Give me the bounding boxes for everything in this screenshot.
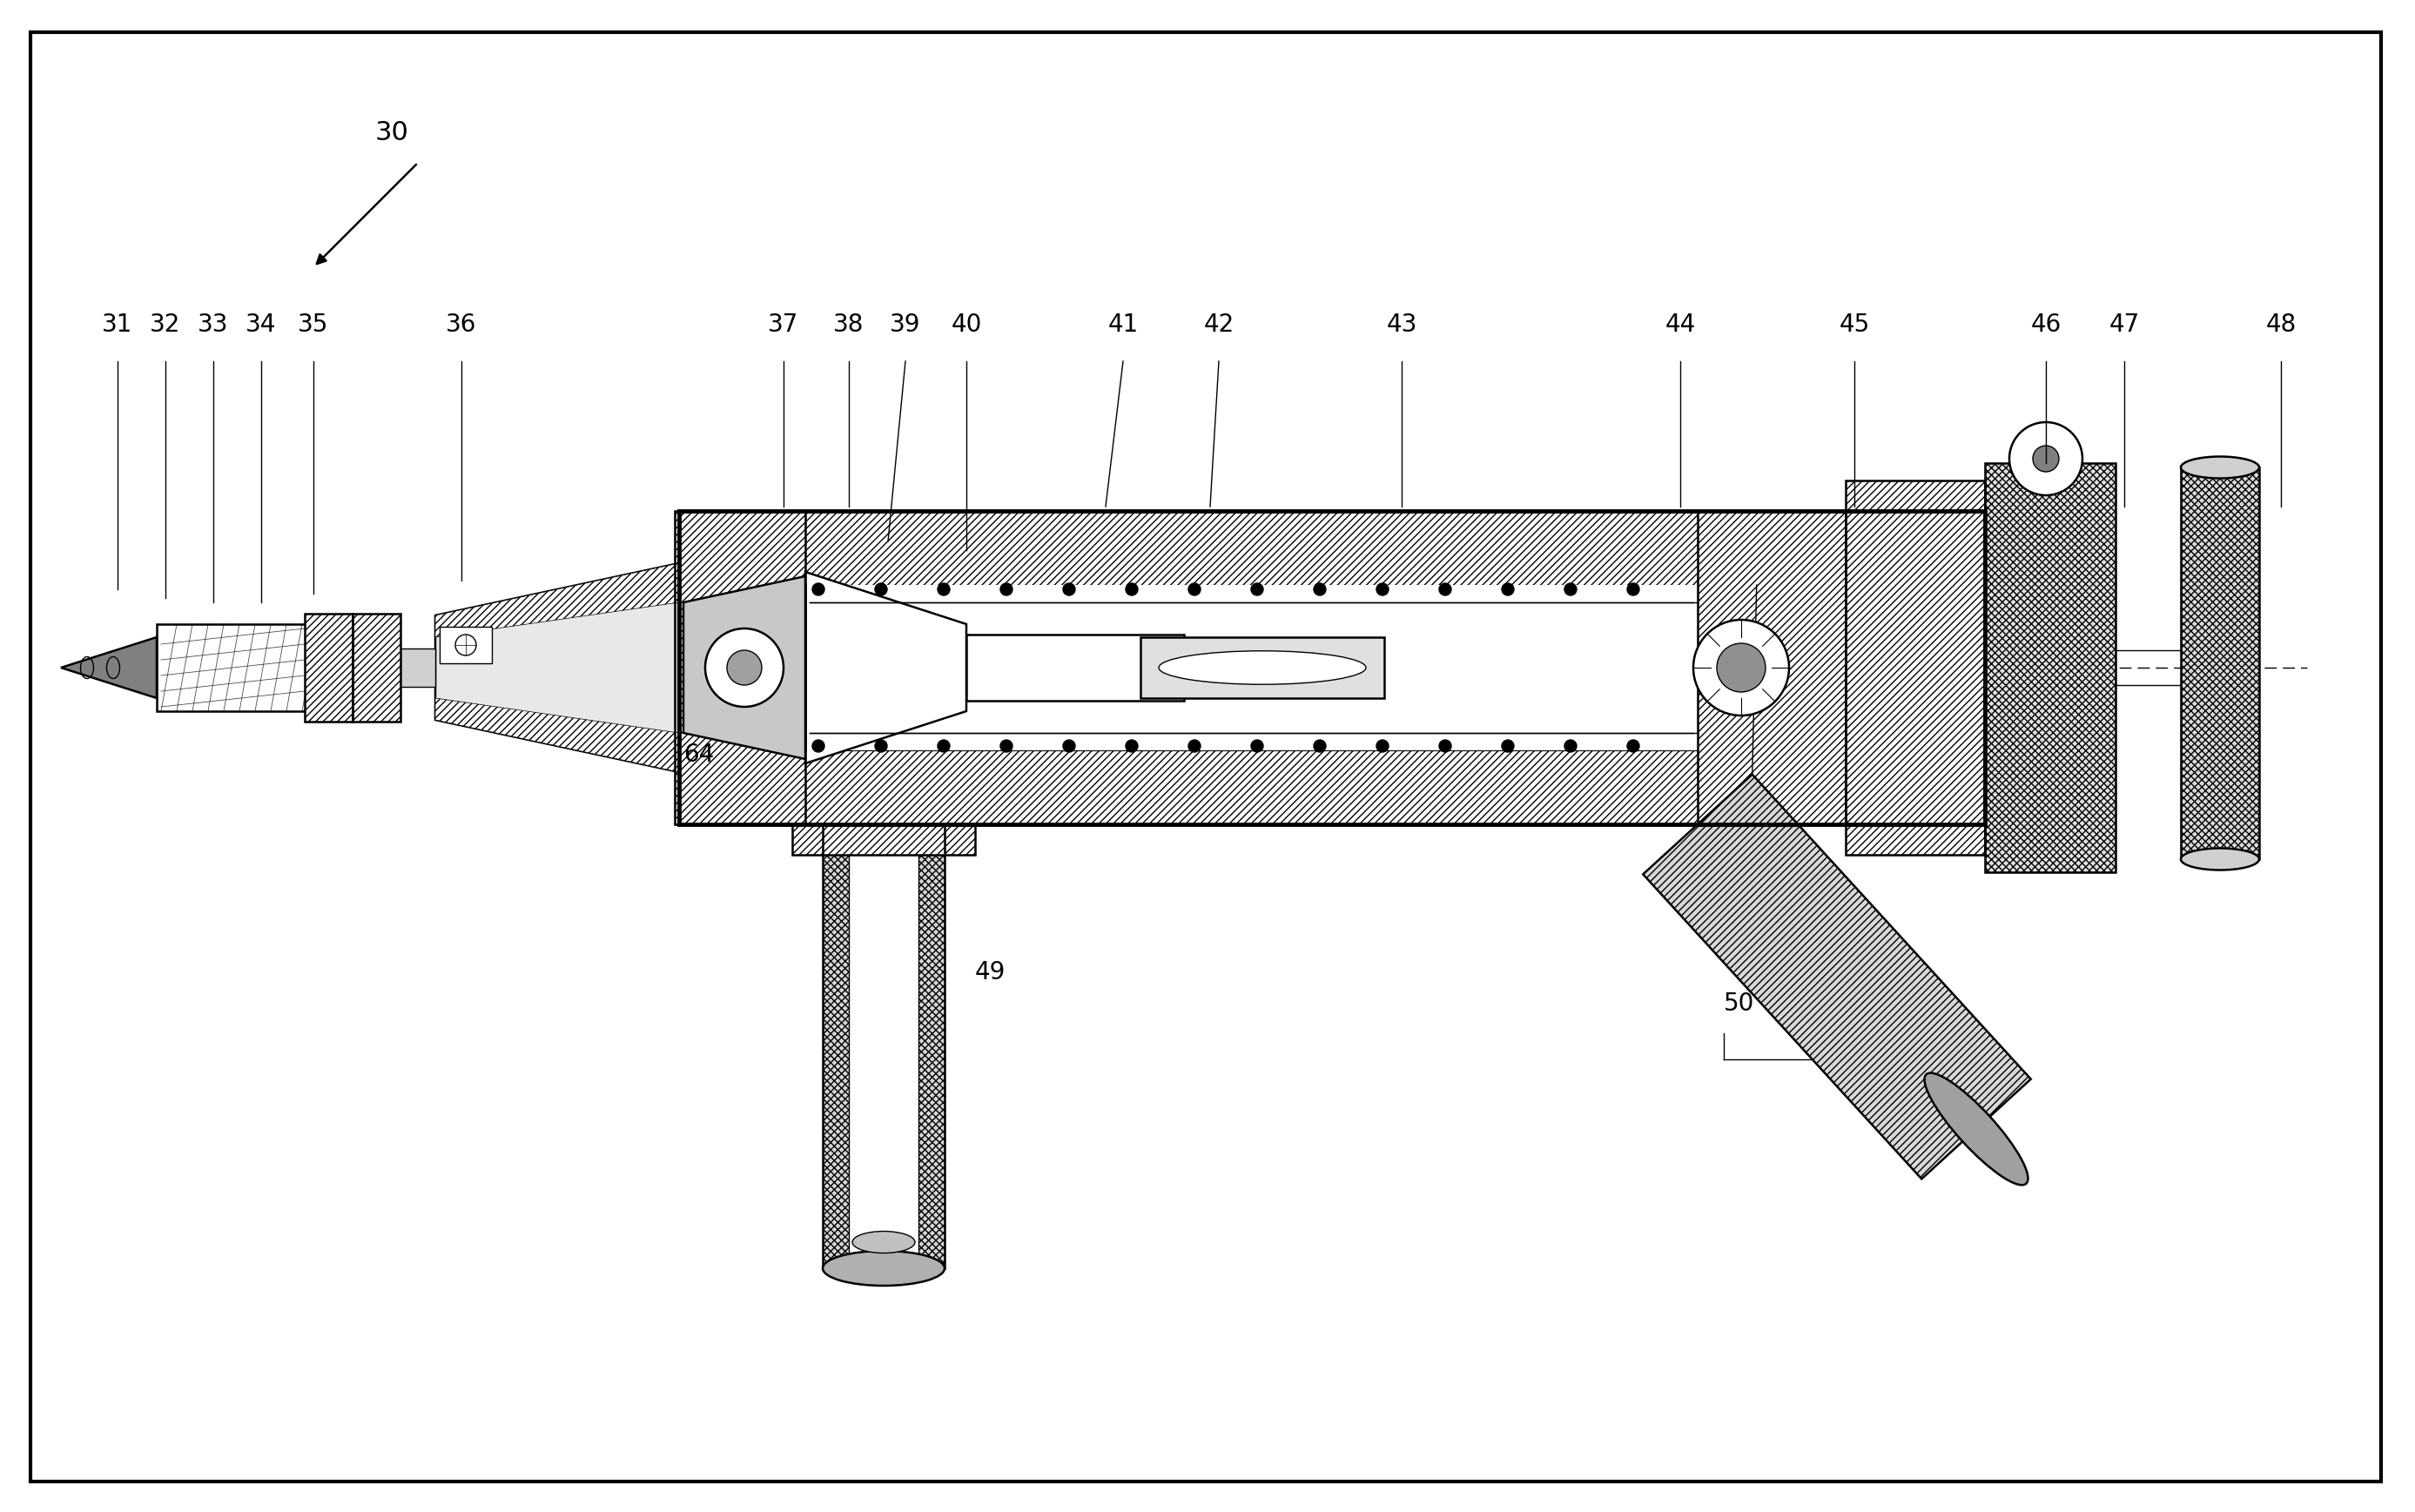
Bar [674, 511, 804, 824]
Bar [1985, 463, 2116, 872]
Circle shape [811, 739, 824, 751]
Text: 46: 46 [2031, 313, 2062, 337]
Text: 39: 39 [891, 313, 920, 337]
Bar [1140, 637, 1384, 699]
Bar [353, 614, 401, 721]
Bar [1845, 481, 1985, 854]
Bar [244, 649, 435, 686]
Ellipse shape [852, 1231, 915, 1253]
Bar [2181, 467, 2258, 859]
Polygon shape [1642, 774, 2031, 1179]
Bar [304, 614, 353, 721]
Bar [1698, 511, 1845, 824]
Ellipse shape [1159, 650, 1367, 685]
Circle shape [1717, 643, 1765, 692]
Text: 49: 49 [976, 960, 1007, 984]
Text: 38: 38 [833, 313, 865, 337]
Text: 31: 31 [101, 313, 133, 337]
Circle shape [1439, 739, 1451, 751]
Bar [679, 511, 1985, 585]
Polygon shape [683, 576, 804, 759]
Text: 32: 32 [150, 313, 181, 337]
Text: 47: 47 [2108, 313, 2140, 337]
Circle shape [1502, 584, 1514, 596]
Polygon shape [60, 637, 157, 699]
Circle shape [1502, 739, 1514, 751]
Circle shape [874, 739, 886, 751]
Text: 34: 34 [246, 313, 278, 337]
Circle shape [1188, 584, 1200, 596]
Bar [2181, 467, 2258, 859]
Circle shape [1314, 739, 1326, 751]
Bar [848, 829, 918, 1255]
Circle shape [1063, 739, 1075, 751]
Circle shape [1063, 584, 1075, 596]
Circle shape [1693, 620, 1790, 715]
Text: 45: 45 [1838, 313, 1869, 337]
Text: 40: 40 [952, 313, 983, 337]
Polygon shape [804, 572, 966, 764]
Bar [679, 750, 1985, 824]
Circle shape [1314, 584, 1326, 596]
Circle shape [1565, 739, 1577, 751]
Text: 43: 43 [1386, 313, 1418, 337]
Circle shape [1377, 584, 1389, 596]
Circle shape [1251, 739, 1263, 751]
Text: 64: 64 [683, 742, 715, 767]
Ellipse shape [2181, 848, 2258, 869]
Text: 41: 41 [1108, 313, 1137, 337]
Circle shape [727, 650, 761, 685]
Circle shape [2033, 446, 2060, 472]
Text: 37: 37 [768, 313, 799, 337]
Bar [792, 824, 976, 854]
Text: 35: 35 [297, 313, 328, 337]
Circle shape [456, 635, 476, 656]
Circle shape [1125, 584, 1137, 596]
Bar [1845, 481, 1985, 854]
Text: 50: 50 [1724, 992, 1756, 1016]
Polygon shape [435, 562, 679, 637]
Circle shape [1188, 739, 1200, 751]
Circle shape [705, 629, 782, 706]
Circle shape [1439, 584, 1451, 596]
Circle shape [1628, 584, 1640, 596]
Bar [353, 614, 401, 721]
Bar [440, 627, 493, 664]
Bar [966, 635, 1183, 700]
Circle shape [811, 584, 824, 596]
Polygon shape [435, 562, 679, 773]
Text: 33: 33 [198, 313, 229, 337]
Circle shape [1628, 739, 1640, 751]
Ellipse shape [824, 1250, 944, 1285]
Circle shape [1251, 584, 1263, 596]
Bar [824, 824, 944, 1269]
Bar [1985, 463, 2116, 872]
Bar [683, 585, 1980, 750]
Circle shape [1377, 739, 1389, 751]
Circle shape [1565, 584, 1577, 596]
Circle shape [1000, 739, 1012, 751]
Bar [674, 511, 804, 824]
Text: 30: 30 [374, 119, 408, 145]
Bar [792, 824, 976, 854]
Circle shape [937, 584, 949, 596]
Bar [157, 624, 314, 711]
Text: 44: 44 [1664, 313, 1695, 337]
Circle shape [2009, 422, 2082, 496]
Polygon shape [435, 699, 679, 773]
Bar [679, 511, 1985, 824]
Circle shape [937, 739, 949, 751]
Circle shape [1000, 584, 1012, 596]
Bar [304, 614, 353, 721]
Ellipse shape [2181, 457, 2258, 478]
Text: 36: 36 [447, 313, 476, 337]
Text: 48: 48 [2265, 313, 2297, 337]
Ellipse shape [1925, 1074, 2029, 1185]
Bar [824, 824, 944, 1269]
Circle shape [874, 584, 886, 596]
Bar [1698, 511, 1845, 824]
Text: 42: 42 [1203, 313, 1234, 337]
Circle shape [1125, 739, 1137, 751]
